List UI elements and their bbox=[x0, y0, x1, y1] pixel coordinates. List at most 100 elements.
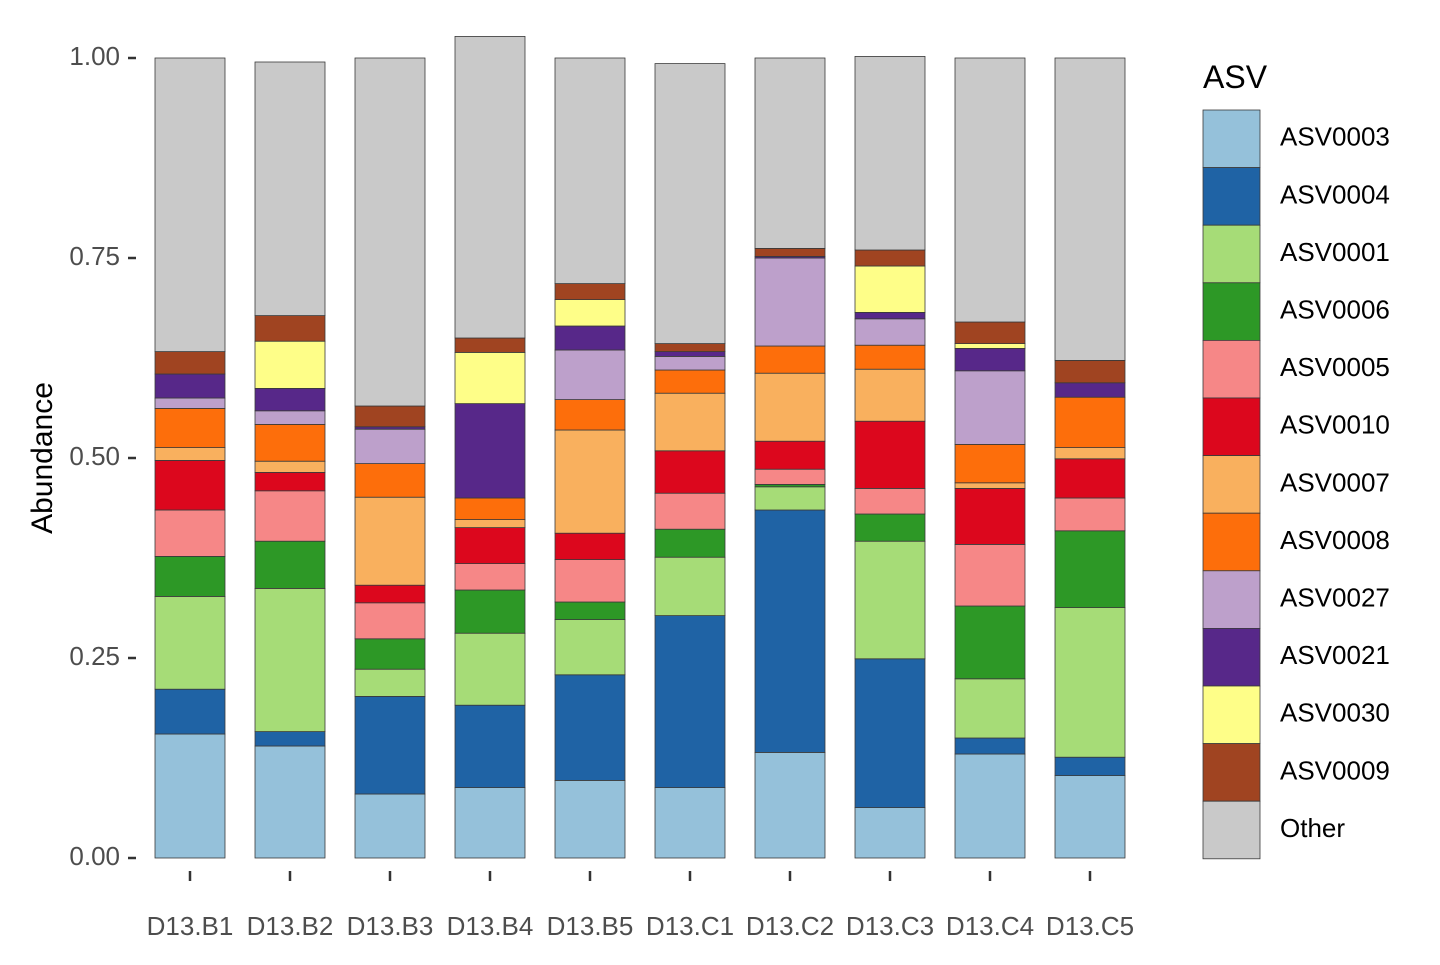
bar-segment-asv0007 bbox=[954, 482, 1026, 489]
x-tick-label: D13.B5 bbox=[547, 911, 634, 941]
bar-stack-d13-c2 bbox=[754, 57, 826, 859]
bar-segment-asv0004 bbox=[954, 737, 1026, 755]
bar-segment-asv0006 bbox=[954, 605, 1026, 680]
bar-segment-asv0009 bbox=[1054, 359, 1126, 384]
bar-segment-asv0009 bbox=[454, 337, 526, 353]
bar-segment-asv0021 bbox=[254, 387, 326, 412]
y-tick-label: 0.25 bbox=[69, 641, 120, 671]
bar-segment-asv0027 bbox=[554, 349, 626, 400]
bar-segment-asv0005 bbox=[254, 490, 326, 542]
legend-label-asv0007: ASV0007 bbox=[1280, 467, 1390, 497]
x-tick-label: D13.B1 bbox=[147, 911, 234, 941]
legend-label-asv0008: ASV0008 bbox=[1280, 525, 1390, 555]
legend-swatch-asv0004 bbox=[1202, 167, 1261, 226]
bar-stack-d13-b3 bbox=[354, 57, 426, 859]
bar-segment-asv0008 bbox=[154, 407, 226, 448]
bar-segment-asv0010 bbox=[154, 459, 226, 511]
bar-segment-asv0006 bbox=[254, 540, 326, 589]
legend-label-asv0001: ASV0001 bbox=[1280, 237, 1390, 267]
bar-stack-d13-b2 bbox=[254, 61, 326, 859]
legend-label-asv0021: ASV0021 bbox=[1280, 640, 1390, 670]
bar-segment-asv0008 bbox=[954, 443, 1026, 484]
bar-segment-other bbox=[654, 63, 726, 344]
bars-group bbox=[154, 36, 1126, 859]
bar-segment-asv0008 bbox=[454, 497, 526, 521]
legend-swatch-other bbox=[1202, 800, 1261, 860]
x-tick-label: D13.C2 bbox=[746, 911, 834, 941]
bar-stack-d13-b5 bbox=[554, 57, 626, 859]
bar-segment-other bbox=[954, 57, 1026, 323]
bar-segment-other bbox=[254, 61, 326, 317]
bar-segment-asv0001 bbox=[454, 632, 526, 706]
bar-segment-asv0027 bbox=[954, 370, 1026, 445]
bar-segment-asv0021 bbox=[954, 347, 1026, 372]
bar-segment-asv0027 bbox=[754, 257, 826, 347]
bar-segment-asv0009 bbox=[154, 351, 226, 375]
bar-segment-asv0004 bbox=[754, 509, 826, 753]
bar-segment-asv0007 bbox=[354, 496, 426, 586]
bar-segment-asv0005 bbox=[554, 559, 626, 603]
bar-segment-asv0021 bbox=[454, 403, 526, 499]
legend-swatch-asv0007 bbox=[1202, 455, 1261, 514]
bar-segment-asv0010 bbox=[954, 487, 1026, 545]
legend-swatch-asv0021 bbox=[1202, 628, 1261, 687]
bar-segment-asv0003 bbox=[754, 752, 826, 859]
bar-segment-asv0009 bbox=[754, 247, 826, 257]
bar-segment-asv0010 bbox=[854, 420, 926, 489]
bar-segment-asv0008 bbox=[654, 369, 726, 394]
bar-segment-asv0005 bbox=[1054, 497, 1126, 532]
legend-label-asv0005: ASV0005 bbox=[1280, 352, 1390, 382]
bar-segment-asv0021 bbox=[654, 351, 726, 357]
legend-swatch-asv0008 bbox=[1202, 512, 1261, 572]
bar-segment-other bbox=[754, 57, 826, 249]
legend-swatch-asv0009 bbox=[1202, 743, 1261, 802]
bar-segment-asv0027 bbox=[254, 410, 326, 425]
legend-swatch-asv0006 bbox=[1202, 282, 1261, 341]
x-tick-label: D13.B2 bbox=[247, 911, 334, 941]
bar-segment-asv0003 bbox=[554, 780, 626, 859]
legend-swatch-asv0010 bbox=[1202, 397, 1261, 456]
bar-segment-asv0021 bbox=[1054, 382, 1126, 398]
bar-segment-other bbox=[1054, 57, 1126, 361]
legend-label-asv0009: ASV0009 bbox=[1280, 755, 1390, 785]
bar-segment-asv0009 bbox=[354, 405, 426, 428]
x-tick-label: D13.B3 bbox=[347, 911, 434, 941]
bar-segment-asv0001 bbox=[354, 668, 426, 697]
x-axis: D13.B1 D13.B2 D13.B3 D13.B4 D13.B5 D13.C1 D13.… bbox=[147, 871, 1134, 941]
bar-segment-asv0027 bbox=[354, 428, 426, 465]
bar-segment-asv0009 bbox=[854, 249, 926, 267]
bar-segment-other bbox=[454, 36, 526, 339]
legend-swatch-asv0030 bbox=[1202, 685, 1261, 744]
y-tick-label: 0.75 bbox=[69, 241, 120, 271]
bar-segment-asv0007 bbox=[154, 447, 226, 461]
bar-segment-other bbox=[854, 56, 926, 251]
bar-segment-asv0003 bbox=[354, 793, 426, 859]
x-tick-label: D13.C3 bbox=[846, 911, 934, 941]
bar-segment-asv0005 bbox=[654, 492, 726, 530]
bar-segment-asv0004 bbox=[554, 674, 626, 781]
bar-segment-asv0021 bbox=[854, 311, 926, 320]
bar-segment-asv0001 bbox=[254, 588, 326, 733]
bar-segment-asv0030 bbox=[454, 351, 526, 404]
legend-swatch-asv0005 bbox=[1202, 339, 1261, 399]
bar-segment-asv0007 bbox=[1054, 447, 1126, 460]
legend-label-asv0027: ASV0027 bbox=[1280, 582, 1390, 612]
legend-label-asv0003: ASV0003 bbox=[1280, 122, 1390, 152]
bar-segment-other bbox=[554, 57, 626, 285]
bar-stack-d13-b1 bbox=[154, 57, 226, 859]
bar-segment-asv0010 bbox=[254, 471, 326, 492]
bar-segment-asv0027 bbox=[654, 355, 726, 371]
bar-segment-asv0030 bbox=[254, 340, 326, 389]
bar-segment-asv0009 bbox=[554, 283, 626, 301]
bar-segment-asv0027 bbox=[154, 397, 226, 409]
bar-segment-asv0004 bbox=[1054, 756, 1126, 777]
bar-segment-asv0021 bbox=[554, 325, 626, 351]
bar-segment-asv0008 bbox=[354, 463, 426, 498]
bar-segment-asv0006 bbox=[1054, 530, 1126, 608]
legend-label-asv0030: ASV0030 bbox=[1280, 698, 1390, 728]
bar-segment-asv0010 bbox=[554, 532, 626, 561]
bar-segment-asv0006 bbox=[154, 556, 226, 597]
bar-segment-asv0003 bbox=[854, 807, 926, 859]
